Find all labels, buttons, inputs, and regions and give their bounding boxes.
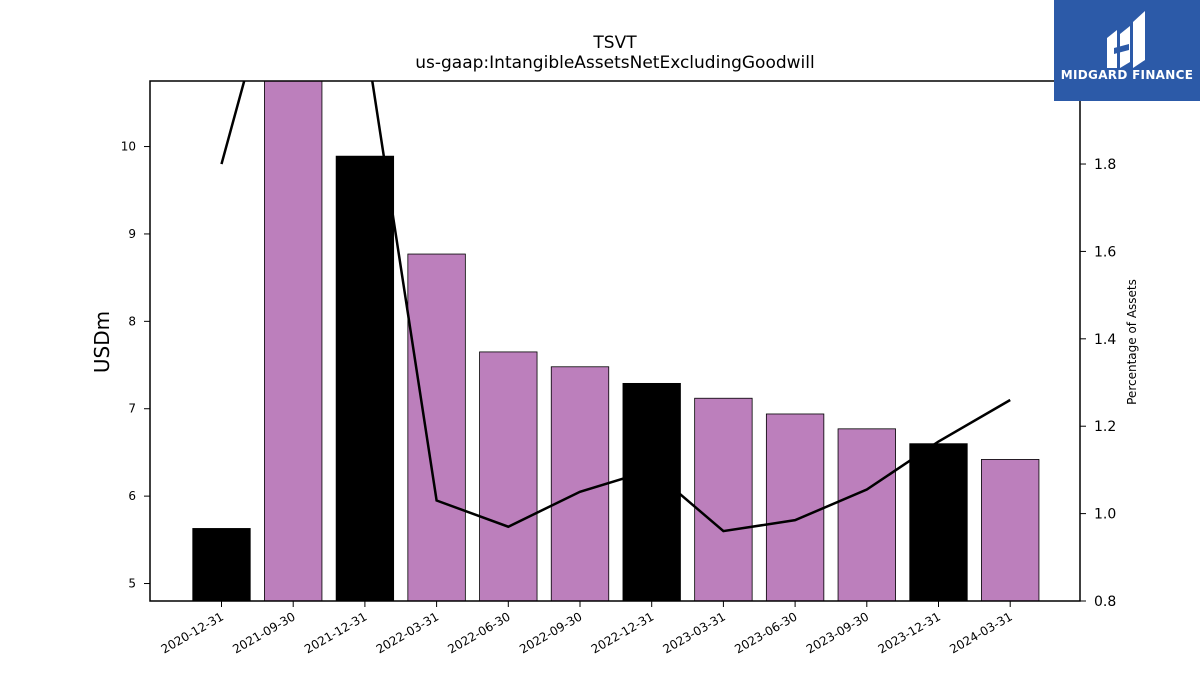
- x-tick-label: 2021-09-30: [230, 609, 297, 656]
- y-tick-label: 10: [121, 140, 136, 154]
- x-tick-label: 2022-12-31: [589, 609, 656, 656]
- bars-group: [192, 80, 1040, 602]
- x-tick-label: 2024-03-31: [947, 609, 1014, 656]
- y2-tick-label: 1.6: [1094, 244, 1116, 260]
- bar: [909, 443, 968, 602]
- bar: [837, 428, 896, 602]
- y2-tick-label: 1.4: [1094, 332, 1116, 348]
- x-tick-label: 2023-09-30: [804, 609, 871, 656]
- bar: [765, 413, 825, 602]
- logo-text: MIDGARD FINANCE: [1060, 68, 1194, 82]
- y-tick-label: 5: [128, 577, 136, 591]
- y-axis-label: USDm: [90, 311, 114, 373]
- bar: [335, 155, 395, 602]
- y2-tick-label: 1.0: [1094, 507, 1116, 523]
- logo-mark-icon: [1107, 11, 1145, 68]
- x-tick-label: 2023-03-31: [660, 609, 727, 656]
- y-tick-label: 6: [128, 489, 136, 503]
- bar: [550, 366, 610, 602]
- bar: [694, 397, 753, 602]
- x-tick-label: 2023-12-31: [876, 609, 943, 656]
- y2-tick-label: 1.8: [1094, 157, 1116, 173]
- x-tick-label: 2022-09-30: [517, 609, 584, 656]
- y-tick-label: 7: [128, 402, 136, 416]
- plot-frame: [149, 80, 1081, 602]
- bar: [622, 382, 681, 602]
- chart-title: TSVT: [592, 33, 637, 53]
- y2-axis-label: Percentage of Assets: [1125, 279, 1139, 405]
- bar: [192, 528, 251, 602]
- y2-tick-label: 0.8: [1094, 594, 1116, 610]
- percentage-line: [220, 81, 1011, 533]
- line-group: [220, 81, 1011, 533]
- y-tick-label: 9: [128, 227, 136, 241]
- bar: [981, 459, 1040, 602]
- x-tick-label: 2022-06-30: [445, 609, 512, 656]
- bar: [479, 351, 538, 602]
- y2-tick-label: 1.2: [1094, 419, 1116, 435]
- x-tick-label: 2023-06-30: [732, 609, 799, 656]
- x-tick-label: 2021-12-31: [302, 609, 369, 656]
- bar: [407, 253, 466, 602]
- chart-subtitle: us-gaap:IntangibleAssetsNetExcludingGood…: [415, 53, 814, 73]
- x-tick-label: 2020-12-31: [159, 609, 226, 656]
- x-tick-label: 2022-03-31: [374, 609, 441, 656]
- midgard-finance-logo: MIDGARD FINANCE: [1054, 0, 1200, 101]
- bar: [264, 80, 323, 602]
- y-tick-label: 8: [128, 314, 136, 328]
